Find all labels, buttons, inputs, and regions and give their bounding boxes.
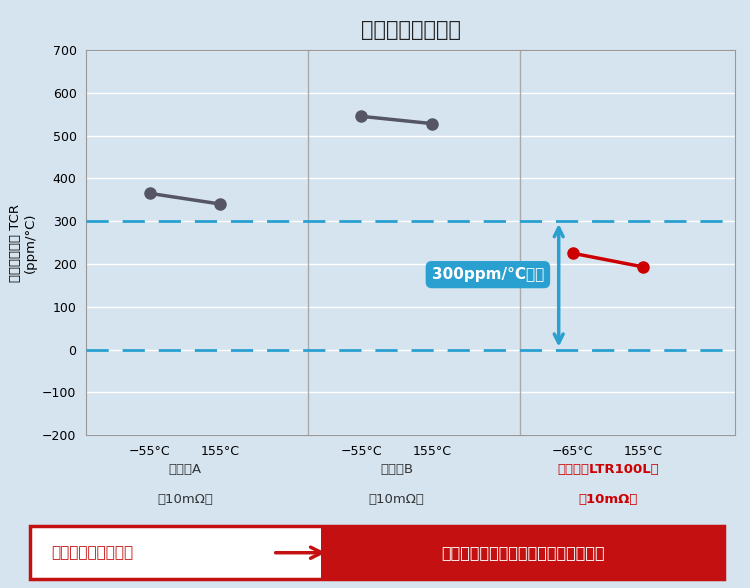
Text: 高精度な検出が可能: 高精度な検出が可能 [51, 545, 133, 560]
Title: 抗抗温度係数比較: 抗抗温度係数比較 [361, 20, 460, 40]
Text: 新製品「LTR100L」: 新製品「LTR100L」 [557, 463, 659, 476]
Text: （10mΩ）: （10mΩ） [368, 493, 424, 506]
Bar [322, 526, 724, 579]
Y-axis label: 抗抗温度係数 TCR
(ppm/°C): 抗抗温度係数 TCR (ppm/°C) [8, 203, 37, 282]
Text: 300ppm/°C以下: 300ppm/°C以下 [432, 267, 544, 282]
Text: アプリケーションの信頼性向上に貢献: アプリケーションの信頼性向上に貢献 [441, 545, 604, 560]
Text: 一般品B: 一般品B [380, 463, 413, 476]
FancyBboxPatch shape [30, 526, 724, 579]
Text: 一般品A: 一般品A [169, 463, 202, 476]
Text: （10mΩ）: （10mΩ） [578, 493, 638, 506]
Text: （10mΩ）: （10mΩ） [157, 493, 213, 506]
